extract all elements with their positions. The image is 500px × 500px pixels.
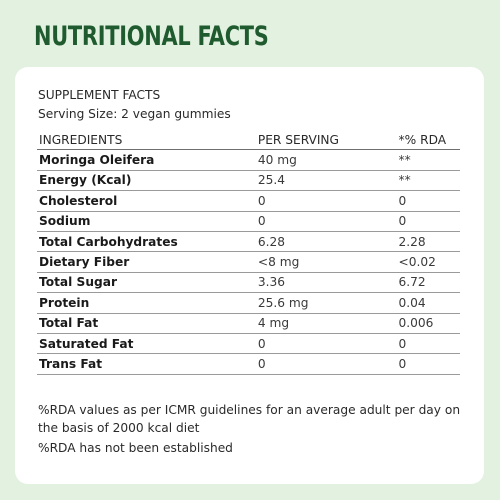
rda-value: <0.02 (396, 251, 460, 273)
rda-value: 0.006 (396, 313, 460, 334)
rda-not-established-note: %RDA has not been established (38, 441, 233, 455)
rda-value: 0 (396, 190, 460, 212)
ingredient-name: Protein (37, 292, 256, 314)
ingredient-name: Total Fat (37, 313, 256, 334)
per-serving-value: 0 (255, 211, 397, 232)
ingredient-name: Total Carbohydrates (37, 231, 256, 253)
rda-value: ** (396, 170, 460, 192)
rda-value: ** (396, 149, 460, 171)
ingredient-name: Energy (Kcal) (37, 170, 256, 192)
ingredient-name: Trans Fat (37, 353, 256, 375)
table-row: Protein 25.6 mg 0.04 (37, 292, 460, 314)
per-serving-value: <8 mg (255, 251, 397, 273)
ingredient-name: Sodium (37, 211, 256, 232)
table-row: Cholesterol 0 0 (37, 190, 460, 212)
per-serving-value: 4 mg (255, 313, 397, 334)
per-serving-value: 3.36 (255, 272, 397, 294)
per-serving-value: 25.6 mg (255, 292, 397, 314)
table-row: Sodium 0 0 (37, 211, 460, 232)
per-serving-value: 0 (255, 333, 397, 355)
rda-value: 2.28 (396, 231, 460, 253)
table-row: Total Sugar 3.36 6.72 (37, 272, 460, 294)
ingredient-name: Total Sugar (37, 272, 256, 294)
column-header-rda: *% RDA (396, 130, 460, 151)
per-serving-value: 25.4 (255, 170, 397, 192)
table-row: Saturated Fat 0 0 (37, 333, 460, 355)
supplement-facts-heading: SUPPLEMENT FACTS (38, 88, 161, 102)
table-row: Dietary Fiber <8 mg <0.02 (37, 251, 460, 273)
page-title: NUTRITIONAL FACTS (34, 21, 269, 52)
table-row: Energy (Kcal) 25.4 ** (37, 170, 460, 192)
per-serving-value: 0 (255, 353, 397, 375)
ingredient-name: Saturated Fat (37, 333, 256, 355)
table-row: Total Fat 4 mg 0.006 (37, 313, 460, 334)
rda-footnote: %RDA values as per ICMR guidelines for a… (38, 403, 461, 435)
serving-size: Serving Size: 2 vegan gummies (38, 107, 231, 121)
column-header-ingredients: INGREDIENTS (37, 130, 256, 151)
rda-value: 0 (396, 353, 460, 375)
rda-value: 6.72 (396, 272, 460, 294)
ingredient-name: Moringa Oleifera (37, 149, 256, 171)
rda-value: 0 (396, 333, 460, 355)
nutrition-table: INGREDIENTS PER SERVING *% RDA Moringa O… (37, 130, 460, 375)
per-serving-value: 6.28 (255, 231, 397, 253)
per-serving-value: 40 mg (255, 149, 397, 171)
rda-value: 0.04 (396, 292, 460, 314)
table-row: Total Carbohydrates 6.28 2.28 (37, 231, 460, 253)
ingredient-name: Cholesterol (37, 190, 256, 212)
column-header-per-serving: PER SERVING (255, 130, 397, 151)
supplement-facts-card: SUPPLEMENT FACTS Serving Size: 2 vegan g… (15, 67, 484, 484)
rda-value: 0 (396, 211, 460, 232)
table-row: Moringa Oleifera 40 mg ** (37, 149, 460, 171)
table-row: Trans Fat 0 0 (37, 353, 460, 375)
per-serving-value: 0 (255, 190, 397, 212)
ingredient-name: Dietary Fiber (37, 251, 256, 273)
table-header-row: INGREDIENTS PER SERVING *% RDA (37, 130, 460, 151)
